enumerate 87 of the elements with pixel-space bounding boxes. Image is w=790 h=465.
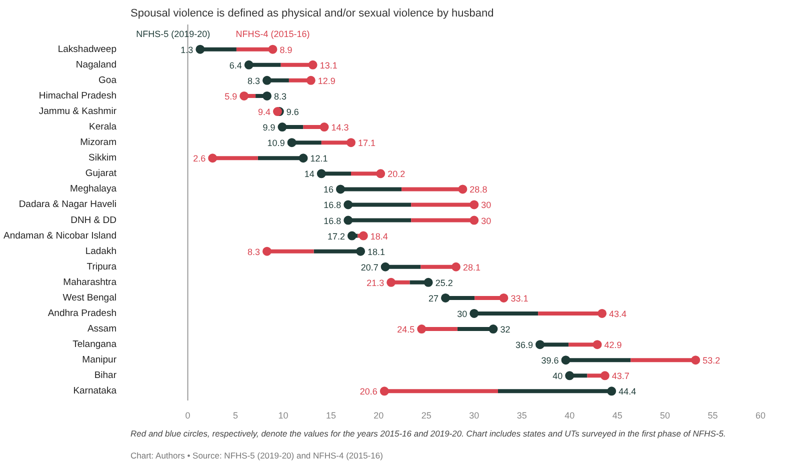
y-tick-label: Meghalaya (70, 184, 118, 195)
series-label: NFHS-5 (2019-20) (136, 28, 210, 39)
x-tick-label: 10 (278, 410, 288, 420)
data-label: 5.9 (224, 91, 238, 102)
data-label: 9.9 (262, 122, 276, 133)
y-tick-label: Lakshadweep (58, 44, 117, 55)
y-tick-label: Tripura (86, 261, 118, 272)
y-tick-label: West Bengal (62, 292, 117, 304)
y-tick-label: Karnataka (73, 386, 118, 397)
series-label: NFHS-4 (2015-16) (236, 28, 310, 39)
x-tick-label: 35 (516, 410, 527, 420)
y-tick-label: Assam (87, 324, 117, 335)
data-label: 2.6 (193, 154, 206, 164)
data-label: 42.9 (604, 340, 622, 350)
y-tick-label: Kerala (89, 122, 118, 133)
data-label: 9.6 (286, 107, 299, 118)
y-tick-label: Andhra Pradesh (48, 308, 117, 319)
data-label: 43.7 (612, 371, 630, 382)
data-label: 9.4 (258, 107, 271, 118)
data-label: 10.9 (267, 138, 285, 148)
data-label: 24.5 (397, 324, 415, 335)
data-label: 14 (304, 169, 314, 180)
data-label: 32 (500, 324, 510, 335)
data-label: 16.8 (324, 200, 342, 210)
data-label: 8.3 (247, 76, 260, 86)
data-label: 28.8 (470, 184, 488, 195)
y-tick-label: Dadara & Nagar Haveli (18, 199, 116, 210)
data-label: 44.4 (618, 386, 636, 397)
data-label: 40 (552, 371, 563, 382)
data-label: 28.1 (463, 262, 481, 272)
data-label: 21.3 (366, 278, 384, 288)
y-tick-label: Bihar (94, 370, 117, 382)
text: Red and blue circles, respectively, denote the values for the years 2015-16 and 2019-20. Chart includes states and UTs surveyed in the first phase of NFHS-5. (130, 428, 726, 438)
data-label: 18.4 (370, 231, 388, 242)
y-tick-label: Ladakh (85, 246, 117, 257)
data-label: 43.4 (609, 308, 627, 319)
chart-title: Spousal violence is defined as physical and/or sexual violence by husband (130, 8, 494, 20)
y-tick-label: Telangana (72, 339, 118, 350)
data-label: 16 (323, 184, 334, 195)
data-label: 1.3 (180, 44, 194, 55)
data-label: 20.7 (360, 262, 378, 272)
data-label: 12.1 (310, 154, 328, 164)
x-tick-label: 50 (660, 410, 670, 420)
x-tick-label: 25 (421, 410, 432, 420)
y-tick-label: Andaman & Nicobar Island (3, 230, 117, 242)
x-tick-label: 45 (612, 410, 622, 420)
data-label: 25.2 (435, 278, 453, 288)
data-label: 18.1 (368, 246, 386, 257)
data-label: 30 (481, 200, 492, 210)
data-label: 53.2 (702, 356, 720, 366)
data-label: 30 (457, 308, 468, 319)
x-tick-label: 0 (185, 410, 190, 420)
data-label: 8.3 (274, 91, 287, 102)
data-label: 12.9 (318, 76, 336, 86)
data-label: 6.4 (229, 60, 242, 70)
data-label: 8.3 (247, 246, 260, 257)
text: Chart: Authors • Source: NFHS-5 (2019-20) and NFHS-4 (2015-16) (130, 450, 384, 460)
data-label: 17.1 (358, 138, 376, 148)
y-tick-label: Himachal Pradesh (38, 90, 117, 102)
y-tick-label: Maharashtra (63, 276, 118, 288)
x-tick-label: 15 (326, 410, 336, 420)
x-tick-label: 55 (708, 410, 718, 420)
y-tick-label: Mizoram (80, 137, 117, 148)
data-label: 20.6 (360, 386, 378, 397)
x-tick-label: 40 (564, 410, 575, 420)
data-label: 8.9 (280, 44, 292, 55)
data-label: 14.3 (331, 122, 349, 133)
y-tick-label: Sikkim (88, 152, 117, 164)
x-tick-label: 30 (469, 410, 480, 420)
data-label: 27 (428, 293, 439, 304)
y-tick-label: Jammu & Kashmir (38, 106, 117, 118)
y-tick-label: Goa (98, 74, 118, 86)
data-label: 39.6 (541, 356, 559, 366)
data-label: 33.1 (510, 293, 528, 304)
y-tick-label: Manipur (82, 354, 117, 366)
y-tick-label: Nagaland (76, 59, 116, 70)
data-label: 30 (481, 216, 492, 226)
data-label: 36.9 (515, 340, 534, 350)
data-label: 17.2 (327, 231, 345, 242)
y-tick-label: DNH & DD (70, 214, 117, 226)
data-label: 13.1 (320, 60, 338, 70)
x-tick-label: 5 (232, 410, 238, 420)
data-label: 20.2 (388, 169, 406, 180)
x-tick-label: 60 (755, 410, 766, 420)
x-tick-label: 20 (374, 410, 384, 420)
y-tick-label: Gujarat (85, 168, 117, 180)
data-label: 16.8 (324, 216, 342, 226)
